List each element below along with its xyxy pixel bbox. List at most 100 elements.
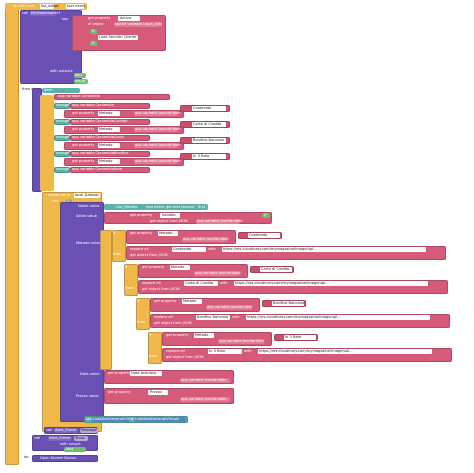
- text-join-block[interactable]: [72, 15, 166, 51]
- list-label-slot[interactable]: [98, 35, 138, 40]
- get-prop-block-3[interactable]: [64, 158, 184, 166]
- replace-text-0: Contenido: [173, 247, 192, 251]
- url-slot-2[interactable]: [246, 315, 430, 320]
- url-slot-0[interactable]: [222, 247, 426, 252]
- change-var-text-2: app variable ContenidoCarta: [72, 135, 124, 139]
- get-prop-slot-1[interactable]: [98, 127, 120, 132]
- compare-val-slot-1[interactable]: [260, 267, 292, 272]
- open-screen-block[interactable]: [32, 455, 98, 462]
- prezzo-prop-text: Prezzo: [150, 390, 162, 394]
- saldo-global[interactable]: [196, 219, 240, 224]
- value-slot-2[interactable]: [192, 138, 226, 143]
- get-global-3[interactable]: [134, 159, 178, 164]
- init-local-slot[interactable]: [40, 4, 54, 9]
- url-slot-3[interactable]: [258, 349, 432, 354]
- get-global-1[interactable]: [134, 127, 178, 132]
- list-value-num-text: 1: [67, 199, 70, 203]
- set-lista-label: set: [86, 417, 92, 421]
- saldo-prop-slot[interactable]: [160, 213, 180, 218]
- replace-slot-0[interactable]: [172, 247, 206, 252]
- compare-val-slot-0[interactable]: [248, 233, 280, 238]
- change-var-block-2[interactable]: [70, 135, 150, 141]
- url-slot-1[interactable]: [234, 281, 428, 286]
- compare-global-2[interactable]: [206, 305, 252, 310]
- compare-val-slot-3[interactable]: [284, 335, 316, 340]
- change-var-block-3[interactable]: [70, 151, 150, 157]
- replace-slot-3[interactable]: [208, 349, 242, 354]
- saldo-num[interactable]: [262, 213, 270, 218]
- compare-prop-slot-0[interactable]: [158, 231, 178, 236]
- compare-global-1[interactable]: [194, 271, 240, 276]
- compare-global-3[interactable]: [218, 339, 264, 344]
- event-block-outer[interactable]: [5, 3, 19, 465]
- output-a[interactable]: [74, 73, 86, 78]
- if-block-3[interactable]: [148, 332, 162, 364]
- compare-prop-text-0: Metodo: [159, 231, 173, 235]
- get-global-0[interactable]: [134, 111, 178, 116]
- init-local-2[interactable]: [42, 88, 80, 93]
- compare-val-slot-2[interactable]: [272, 301, 304, 306]
- compare-val-text-3: In 3 Rate: [285, 335, 302, 339]
- call-target-slot[interactable]: [30, 11, 56, 16]
- change-block-0[interactable]: [54, 103, 70, 109]
- call-alert-1-method[interactable]: [80, 428, 98, 433]
- compare-global-0[interactable]: [182, 237, 228, 242]
- if-column[interactable]: [100, 230, 112, 370]
- get-prop-block-0[interactable]: [64, 110, 184, 118]
- value-slot-3[interactable]: [192, 154, 226, 159]
- for-each-block[interactable]: [40, 95, 54, 191]
- with-output-value[interactable]: [64, 447, 86, 452]
- change-block-2[interactable]: [54, 135, 70, 141]
- get-prop-slot-0[interactable]: [98, 111, 120, 116]
- dataset-block[interactable]: [60, 202, 104, 422]
- output-b[interactable]: [74, 79, 88, 84]
- list-item-b[interactable]: [90, 41, 97, 46]
- data-global[interactable]: [180, 378, 230, 383]
- call-alert-2-label: call: [34, 436, 41, 440]
- list-value-slot[interactable]: [66, 4, 84, 9]
- prezzo-global[interactable]: [180, 397, 230, 402]
- compare-val-text-1: Carta di Credito: [261, 267, 290, 271]
- get-prop-block-2[interactable]: [64, 142, 184, 150]
- compare-prop-slot-2[interactable]: [182, 299, 202, 304]
- if-block-1[interactable]: [124, 264, 138, 296]
- property-name-slot[interactable]: [118, 16, 140, 21]
- call-alert-1-target[interactable]: [54, 428, 78, 433]
- get-prop-slot-2[interactable]: [98, 143, 120, 148]
- change-var-block-0[interactable]: [70, 103, 150, 109]
- change-block-1[interactable]: [54, 119, 70, 125]
- create-list-name[interactable]: [74, 193, 100, 198]
- data-global-text: app variable JsonVariable: [181, 378, 227, 382]
- replace-json-0: get object from JSON: [130, 253, 168, 257]
- get-prop-block-1[interactable]: [64, 126, 184, 134]
- get-global-2[interactable]: [134, 143, 178, 148]
- replace-slot-2[interactable]: [196, 315, 230, 320]
- stored-variable-slot[interactable]: [114, 22, 162, 27]
- call-alert-2-method[interactable]: [74, 436, 88, 441]
- prezzo-prop-slot[interactable]: [148, 390, 168, 395]
- change-block-3[interactable]: [54, 151, 70, 157]
- compare-prop-slot-3[interactable]: [194, 333, 214, 338]
- get-prop-slot-3[interactable]: [98, 159, 120, 164]
- if-block-0[interactable]: [112, 230, 126, 262]
- data-prop-slot[interactable]: [130, 371, 162, 376]
- with-label-2: with: [232, 315, 240, 319]
- set-global-block[interactable]: [54, 94, 170, 100]
- change-var-block-1[interactable]: [70, 119, 150, 125]
- list-value-num[interactable]: [66, 199, 72, 204]
- value-slot-0[interactable]: [192, 106, 226, 111]
- compare-prop-slot-1[interactable]: [170, 265, 190, 270]
- if-block-2[interactable]: [136, 298, 150, 330]
- list-item-a[interactable]: [90, 29, 97, 34]
- set-lista-value[interactable]: [134, 417, 186, 422]
- change-block-4[interactable]: [54, 167, 70, 173]
- nome-items-block[interactable]: [104, 204, 208, 210]
- change-var-block-4[interactable]: [70, 167, 150, 173]
- nome-item-1: text items: [146, 205, 165, 209]
- compare-global-text-1: app variable JsonVariable: [195, 271, 241, 275]
- replace-slot-1[interactable]: [184, 281, 218, 286]
- set-lista-target[interactable]: [92, 417, 130, 422]
- call-alert-2-target[interactable]: [48, 436, 72, 441]
- value-slot-1[interactable]: [192, 122, 226, 127]
